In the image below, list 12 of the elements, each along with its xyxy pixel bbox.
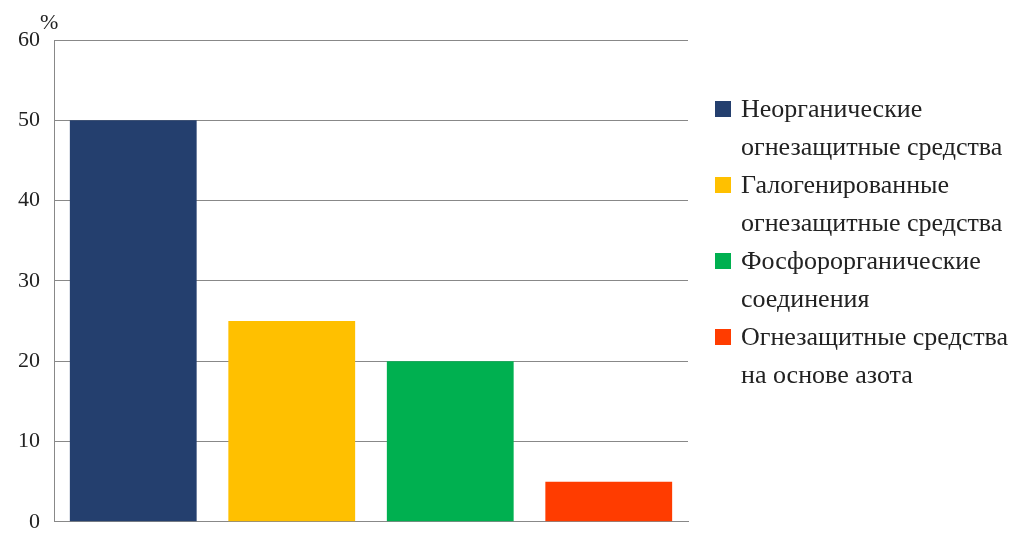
y-tick-label: 60 <box>18 25 40 51</box>
y-axis-title: % <box>40 8 59 34</box>
legend-label: Огнезащитные средства на основе азота <box>741 321 1010 391</box>
y-tick-label: 20 <box>18 346 40 372</box>
legend-label: Галогенированные огнезащитные средства <box>741 169 1004 239</box>
y-tick-label: 50 <box>18 106 40 132</box>
y-tick-label: 30 <box>18 266 40 292</box>
y-tick-label: 10 <box>18 427 40 453</box>
y-tick-label: 0 <box>29 507 40 533</box>
legend-label: Фосфорорганические соединения <box>741 245 982 315</box>
legend-label: Неорганические огнезащитные средства <box>741 93 1004 163</box>
y-tick-label: 40 <box>18 186 40 212</box>
